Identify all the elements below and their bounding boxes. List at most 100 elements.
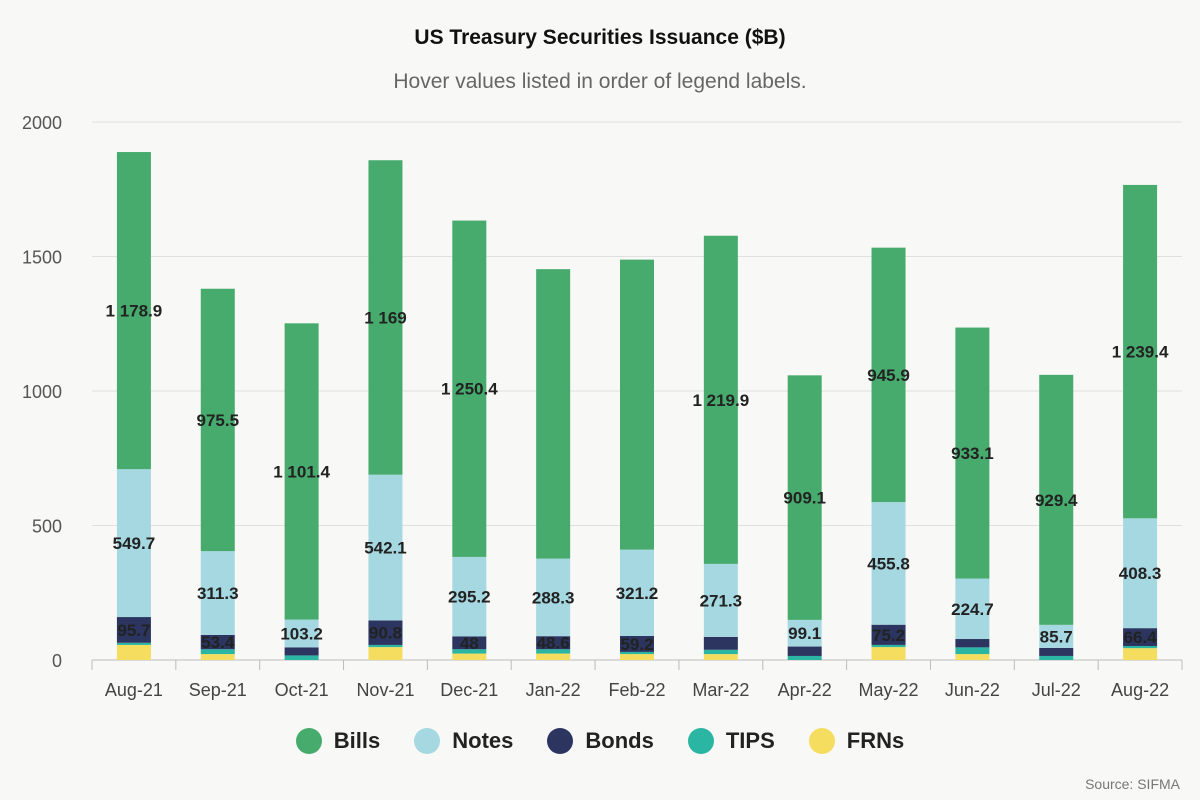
legend-item-frns[interactable]: FRNs (808, 728, 905, 754)
legend: Bills Notes Bonds TIPS FRNs (0, 728, 1200, 754)
bar-bills-mar-22 (703, 235, 738, 564)
data-label-notes: 311.3 (197, 584, 239, 603)
bar-bills-may-22 (871, 247, 906, 503)
legend-marker-tips (687, 728, 714, 754)
x-tick-label: Jun-22 (945, 680, 1000, 700)
legend-label-tips: TIPS (725, 728, 775, 753)
data-label-bills: 929.4 (1035, 491, 1078, 510)
bar-frns-mar-22 (703, 654, 738, 660)
data-label-bonds: 95.7 (117, 621, 150, 640)
x-tick-label: Nov-21 (356, 680, 414, 700)
bar-tips-oct-21 (284, 655, 319, 660)
legend-label-bonds: Bonds (585, 728, 654, 753)
bar-bonds-may-22 (871, 624, 906, 645)
bar-bonds-jan-22 (536, 636, 571, 650)
bar-bonds-aug-21 (116, 617, 151, 643)
y-tick-label: 2000 (22, 113, 62, 133)
legend-item-notes[interactable]: Notes (414, 728, 513, 754)
legend-label-bills: Bills (333, 728, 381, 753)
data-label-notes: 549.7 (113, 534, 156, 553)
y-tick-label: 1500 (22, 248, 62, 268)
source-note: Source: SIFMA (1085, 776, 1180, 792)
data-label-bonds: 48.6 (537, 634, 570, 653)
y-tick-label: 0 (52, 651, 62, 671)
data-label-notes: 455.8 (867, 554, 910, 573)
bar-frns-feb-22 (620, 654, 654, 660)
bar-notes-may-22 (871, 502, 906, 625)
legend-item-bonds[interactable]: Bonds (547, 728, 654, 754)
x-tick-label: Jul-22 (1032, 680, 1081, 700)
bar-notes-feb-22 (620, 549, 654, 637)
x-tick-label: Dec-21 (440, 680, 498, 700)
bar-frns-may-22 (871, 647, 906, 660)
bar-notes-aug-21 (116, 469, 151, 618)
data-label-bills: 1 239.4 (1112, 343, 1169, 362)
data-label-bills: 1 101.4 (273, 462, 330, 481)
x-tick-label: May-22 (859, 680, 919, 700)
data-label-bills: 909.1 (783, 489, 826, 508)
bar-notes-dec-21 (452, 556, 487, 637)
y-tick-label: 500 (32, 517, 62, 537)
bar-tips-nov-21 (368, 644, 403, 648)
data-label-notes: 295.2 (448, 588, 491, 607)
bar-bills-jun-22 (955, 327, 990, 579)
bar-bonds-nov-21 (368, 620, 403, 645)
bar-bonds-sep-21 (200, 634, 235, 650)
x-tick-label: Feb-22 (608, 680, 665, 700)
data-label-bills: 945.9 (867, 366, 910, 385)
bar-bonds-apr-22 (787, 646, 822, 656)
chart-title: US Treasury Securities Issuance ($B) (414, 26, 786, 49)
bar-tips-apr-22 (787, 655, 822, 660)
data-label-notes: 288.3 (532, 588, 575, 607)
bar-bonds-feb-22 (620, 636, 654, 652)
bar-tips-may-22 (871, 644, 906, 648)
bar-tips-jun-22 (955, 647, 990, 655)
data-label-notes: 408.3 (1119, 564, 1162, 583)
bar-bills-dec-21 (452, 220, 487, 557)
legend-marker-bonds (547, 728, 574, 754)
bar-notes-apr-22 (787, 619, 822, 647)
data-label-bonds: 90.8 (369, 624, 402, 643)
x-tick-label: Aug-22 (1111, 680, 1169, 700)
bar-frns-jan-22 (536, 653, 571, 660)
legend-marker-bills (295, 728, 322, 754)
legend-label-frns: FRNs (846, 728, 905, 753)
bar-tips-aug-21 (116, 642, 151, 645)
legend-item-bills[interactable]: Bills (295, 728, 381, 754)
bar-notes-mar-22 (703, 563, 738, 637)
bar-notes-aug-22 (1123, 518, 1158, 629)
bar-bills-jul-22 (1039, 374, 1074, 625)
data-label-notes: 99.1 (788, 624, 821, 643)
y-tick-label: 1000 (22, 382, 62, 402)
data-label-bills: 933.1 (951, 444, 994, 463)
data-label-bills: 975.5 (196, 411, 239, 430)
bar-bonds-dec-21 (452, 636, 487, 650)
bar-tips-mar-22 (703, 649, 738, 655)
bar-notes-sep-21 (200, 551, 235, 635)
bar-bonds-jun-22 (955, 639, 990, 648)
bar-bills-jan-22 (536, 269, 571, 559)
data-label-bills: 1 250.4 (441, 380, 498, 399)
bar-bills-feb-22 (620, 259, 654, 550)
bar-tips-dec-21 (452, 649, 487, 654)
chart-subtitle: Hover values listed in order of legend l… (393, 70, 807, 93)
bar-bills-nov-21 (368, 160, 403, 475)
bar-notes-jun-22 (955, 578, 990, 640)
legend-item-tips[interactable]: TIPS (687, 728, 775, 754)
bar-tips-jan-22 (536, 649, 571, 654)
x-tick-label: Oct-21 (275, 680, 329, 700)
bar-bills-sep-21 (200, 288, 235, 552)
legend-label-notes: Notes (452, 728, 514, 753)
x-tick-label: Mar-22 (692, 680, 749, 700)
data-label-bonds: 59.2 (620, 635, 653, 654)
bar-bonds-oct-21 (284, 647, 319, 656)
bar-notes-oct-21 (284, 619, 319, 648)
bar-bonds-mar-22 (703, 636, 738, 650)
bar-bonds-jul-22 (1039, 647, 1074, 656)
bar-notes-nov-21 (368, 474, 403, 621)
data-label-notes: 271.3 (700, 591, 743, 610)
bar-bills-aug-22 (1123, 184, 1158, 519)
data-label-notes: 224.7 (951, 600, 994, 619)
bar-notes-jul-22 (1039, 624, 1074, 648)
bar-bills-aug-21 (116, 152, 151, 470)
